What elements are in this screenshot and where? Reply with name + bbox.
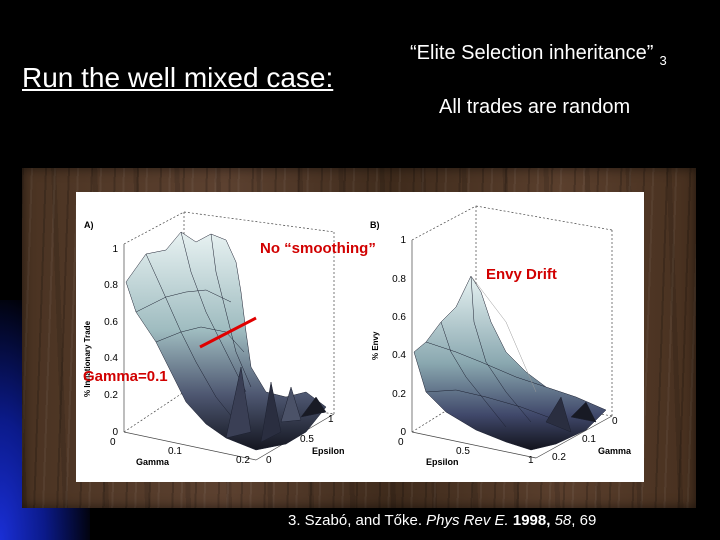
panel-a-x-ticks: 0 0.1 0.2 (110, 437, 250, 466)
panel-b-y-ticks: 0.2 0.1 0 (552, 416, 618, 463)
panel-a-z-ticks: 0 0.2 0.4 0.6 0.8 1 (104, 244, 118, 438)
citation-pages: , 69 (571, 512, 597, 529)
citation-authors: 3. Szabó, and Tőke. (288, 512, 422, 529)
citation: 3. Szabó, and Tőke. Phys Rev E. 1998, 58… (288, 512, 596, 529)
panel-a-z-tick: 1 (112, 244, 118, 255)
panel-b-y-axis-label: Gamma (598, 446, 632, 456)
panel-a-z-tick: 0.8 (104, 280, 118, 291)
panel-a-y-ticks: 0 0.5 1 (266, 414, 334, 466)
panel-b-label: B) (370, 220, 380, 230)
gamma-marker-line (199, 316, 257, 349)
panel-a-z-tick: 0.4 (104, 353, 118, 364)
panel-a-z-tick: 0 (112, 427, 118, 438)
panel-a-z-axis-label: % Inflationary Trade (83, 320, 92, 397)
subtitle-reference: 3 (659, 53, 667, 68)
panel-a-x-tick: 0.1 (168, 446, 182, 457)
panel-a-label: A) (84, 220, 94, 230)
panel-a-y-tick: 0.5 (300, 434, 314, 445)
panel-b-x-tick: 1 (528, 455, 534, 466)
citation-year: 1998, (512, 512, 551, 529)
panel-a-y-tick: 0 (266, 455, 272, 466)
envy-drift-annotation: Envy Drift (486, 266, 557, 283)
gamma-annotation: Gamma=0.1 (83, 368, 168, 385)
panel-a-x-tick: 0.2 (236, 455, 250, 466)
citation-journal: Phys Rev E. (426, 512, 509, 529)
figure-svg: A) 0 0.2 0.4 0.6 0.8 1 % Inflationary Tr… (83, 205, 632, 467)
panel-b-y-tick: 0.2 (552, 452, 566, 463)
panel-b-surface (413, 275, 607, 451)
panel-b-z-axis-label: % Envy (371, 331, 380, 360)
panel-b-x-axis-label: Epsilon (426, 457, 459, 467)
citation-volume: 58 (554, 512, 572, 529)
slide-title: Run the well mixed case: (22, 62, 334, 93)
panel-a-z-tick: 0.6 (104, 317, 118, 328)
panel-b-y-tick: 0.1 (582, 434, 596, 445)
subtitle-text: “Elite Selection inheritance” (410, 42, 654, 64)
panel-b-z-tick: 0 (400, 427, 406, 438)
slide-note: All trades are random (439, 96, 631, 118)
panel-b-z-tick: 0.2 (392, 389, 406, 400)
panel-b-z-ticks: 0 0.2 0.4 0.6 0.8 1 (392, 235, 406, 438)
panel-a-x-axis-label: Gamma (136, 457, 170, 467)
figure-panel: A) 0 0.2 0.4 0.6 0.8 1 % Inflationary Tr… (76, 192, 644, 482)
panel-a-y-axis-label: Epsilon (312, 446, 345, 456)
panel-b-x-tick: 0 (398, 437, 404, 448)
panel-a-surface (125, 231, 327, 451)
panel-b-z-tick: 0.4 (392, 350, 406, 361)
panel-b-x-tick: 0.5 (456, 446, 470, 457)
panel-a-y-tick: 1 (328, 414, 334, 425)
panel-b-z-tick: 1 (400, 235, 406, 246)
panel-b-z-tick: 0.6 (392, 312, 406, 323)
slide-subtitle: “Elite Selection inheritance” 3 (410, 42, 667, 68)
no-smoothing-annotation: No “smoothing” (260, 240, 376, 257)
panel-b-z-tick: 0.8 (392, 274, 406, 285)
panel-b-y-tick: 0 (612, 416, 618, 427)
panel-b-x-ticks: 0 0.5 1 (398, 437, 534, 466)
panel-a-x-tick: 0 (110, 437, 116, 448)
panel-a-z-tick: 0.2 (104, 390, 118, 401)
